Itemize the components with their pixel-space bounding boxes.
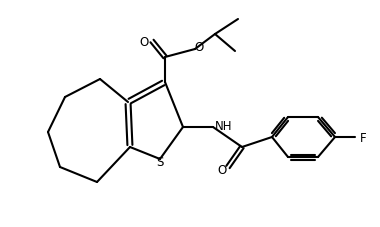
Text: F: F	[360, 131, 366, 144]
Text: O: O	[195, 40, 204, 53]
Text: O: O	[217, 163, 226, 176]
Text: NH: NH	[215, 119, 233, 132]
Text: O: O	[139, 35, 149, 48]
Text: S: S	[156, 155, 164, 168]
